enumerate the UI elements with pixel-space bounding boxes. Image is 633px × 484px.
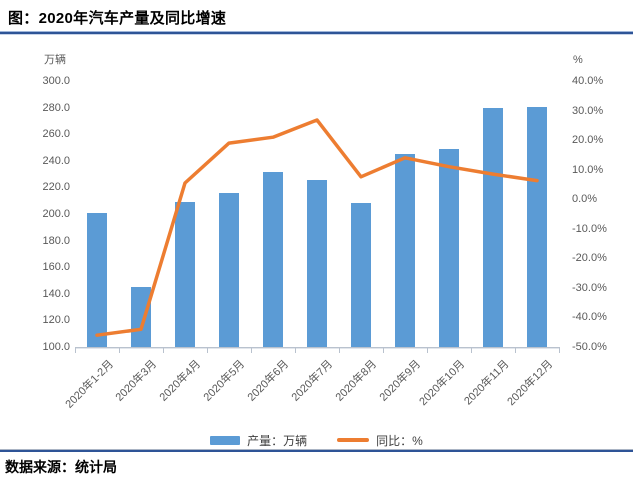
- right-axis-tick-label: 40.0%: [572, 75, 604, 87]
- x-axis-line: [75, 347, 560, 349]
- bar: [483, 108, 503, 347]
- x-axis-tickmark: [339, 348, 340, 353]
- x-axis-tickmark: [295, 348, 296, 353]
- legend-bar-swatch: [210, 435, 241, 445]
- right-axis-tick-label: -30.0%: [572, 281, 607, 294]
- legend-item-production: 产量：万辆: [210, 432, 307, 449]
- left-axis-tick-label: 280.0: [42, 101, 70, 114]
- right-axis-tick-label: -10.0%: [572, 222, 607, 235]
- x-axis-tickmark: [75, 348, 76, 353]
- right-axis-tick-label: 0.0%: [572, 193, 598, 206]
- right-axis-tick-label: -20.0%: [572, 252, 607, 265]
- bar: [351, 203, 371, 347]
- left-axis-tick-label: 240.0: [42, 154, 70, 167]
- data-source: 数据来源：统计局: [5, 459, 117, 475]
- footer-divider: [0, 449, 633, 452]
- x-axis-tickmark: [559, 348, 560, 353]
- x-axis-tickmark: [515, 348, 516, 353]
- title-divider: [0, 31, 633, 35]
- right-axis-tick-label: 20.0%: [572, 134, 604, 147]
- legend-line-swatch: [337, 438, 370, 442]
- left-axis-unit-label: 万辆: [44, 54, 66, 66]
- legend-bar-label: 产量：万辆: [247, 433, 308, 448]
- left-axis-tick-label: 160.0: [42, 261, 70, 274]
- left-axis-tick-label: 260.0: [42, 128, 70, 141]
- x-axis-tickmark: [163, 348, 164, 353]
- left-axis-tick-label: 100.0: [42, 341, 70, 353]
- bar: [131, 287, 151, 347]
- x-axis-tickmark: [427, 348, 428, 353]
- x-axis-tickmark: [383, 348, 384, 353]
- left-axis-tick-label: 200.0: [42, 208, 70, 220]
- right-axis-unit-label: %: [573, 54, 583, 66]
- x-axis-tickmark: [207, 348, 208, 353]
- left-axis-tick-label: 300.0: [42, 75, 70, 87]
- bar: [395, 153, 415, 347]
- chart-title: 图：2020年汽车产量及同比增速: [8, 10, 227, 27]
- x-axis-tickmark: [251, 348, 252, 353]
- right-axis-tick-label: -50.0%: [572, 341, 607, 353]
- x-axis-tickmark: [119, 348, 120, 353]
- bar: [175, 202, 195, 347]
- right-axis-tick-label: -40.0%: [572, 311, 607, 324]
- yoy-line: [95, 118, 539, 337]
- legend-line-label: 同比：%: [376, 433, 423, 448]
- left-axis-tick-label: 180.0: [42, 234, 70, 247]
- right-axis-tick-label: 10.0%: [572, 163, 604, 176]
- left-axis-tick-label: 140.0: [42, 287, 70, 300]
- legend: 产量：万辆 同比：%: [0, 431, 633, 449]
- right-axis-tick-label: 30.0%: [572, 104, 604, 117]
- bar: [439, 148, 459, 347]
- x-axis-tickmark: [471, 348, 472, 353]
- left-axis-tick-label: 220.0: [42, 181, 70, 194]
- bar: [263, 172, 283, 347]
- bar: [527, 106, 547, 347]
- legend-item-yoy: 同比：%: [337, 432, 423, 449]
- bar: [219, 193, 239, 347]
- bar: [307, 180, 327, 347]
- bar: [87, 213, 107, 347]
- left-axis-tick-label: 120.0: [42, 314, 70, 327]
- line-series: [95, 118, 539, 337]
